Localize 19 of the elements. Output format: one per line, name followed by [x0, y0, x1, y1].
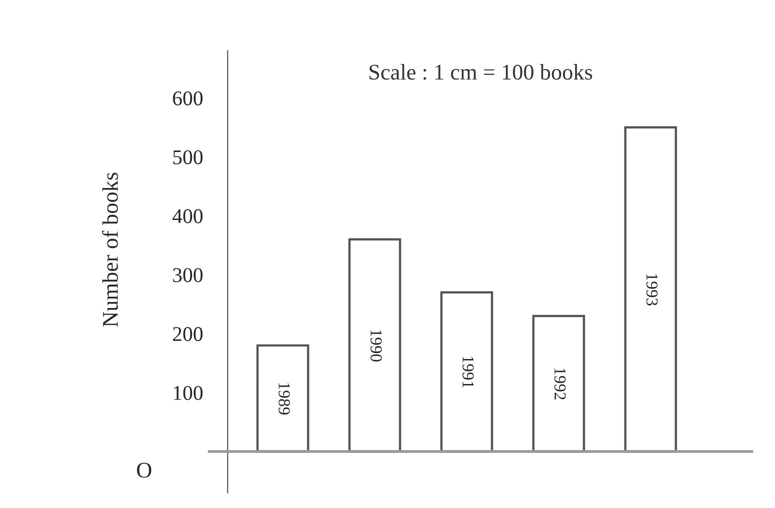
x-tick-label: 1991 — [462, 356, 474, 388]
bar — [256, 344, 310, 453]
bar — [532, 314, 586, 453]
bar — [348, 238, 402, 453]
y-tick-label: 600 — [172, 91, 203, 106]
bar — [440, 291, 494, 453]
annotation: Scale : 1 cm = 100 books — [370, 64, 592, 80]
x-tick-label: 1990 — [370, 330, 382, 362]
y-tick-label: 200 — [173, 327, 203, 342]
x-tick-label: 1989 — [278, 383, 290, 414]
y-tick-label: 300 — [173, 268, 203, 282]
x-tick-label: 1992 — [554, 368, 566, 400]
text: O — [137, 462, 152, 478]
x-tick-label: 1993 — [646, 274, 658, 306]
bar — [624, 126, 677, 453]
y-tick-label: 400 — [172, 209, 203, 224]
y-tick-label: 100 — [174, 386, 203, 400]
y-tick-label: 500 — [173, 150, 203, 164]
y-axis-title: Number of books — [102, 172, 118, 327]
